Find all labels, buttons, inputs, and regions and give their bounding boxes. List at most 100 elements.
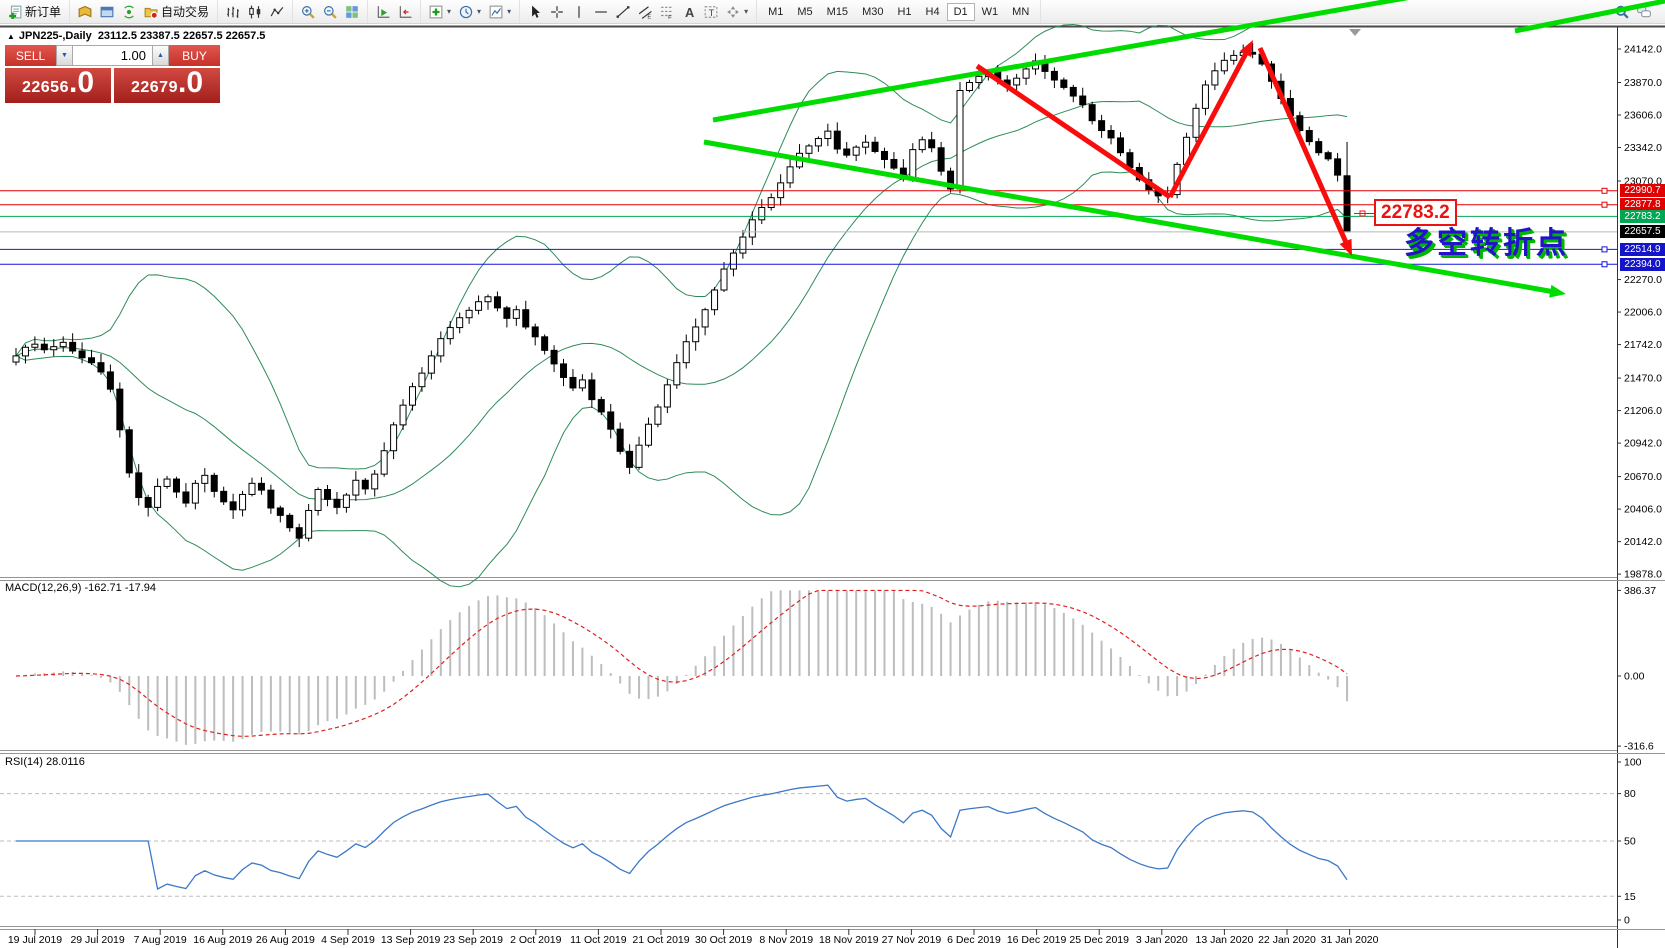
candle-body [1003,79,1011,86]
candle-body [276,507,284,516]
sell-price-display[interactable]: 22656.0 [5,68,111,103]
hline-handle[interactable] [1601,201,1608,208]
hline-handle[interactable] [1601,261,1608,268]
price-tag-22990.7: 22990.7 [1620,184,1665,198]
zoom-in-button[interactable] [297,3,319,21]
trendline-button[interactable] [612,3,634,21]
candle-body [1145,179,1153,191]
search-icon [1615,5,1629,19]
text-label-button[interactable]: T [700,3,722,21]
timeframe-M30-button[interactable]: M30 [862,5,884,18]
candle-body [239,493,247,511]
dropdown-arrow-icon[interactable]: ▾ [447,7,452,16]
cursor-button[interactable] [524,3,546,21]
candle-body [1277,80,1285,100]
periods-button[interactable]: ▾ [455,3,485,21]
buy-price-display[interactable]: 22679.0 [114,68,220,103]
channel-button[interactable]: E [634,3,656,21]
candle-body [220,490,228,503]
chart-title: ▲ JPN225-,Daily 23112.5 23387.5 22657.5 2… [7,30,265,42]
candles-icon [249,5,261,18]
chat-button[interactable] [1633,3,1655,21]
candle-body [937,147,945,172]
rsi-line [16,784,1348,890]
market-watch-button[interactable] [74,3,96,21]
chart-shift-marker-icon[interactable] [1349,29,1361,36]
candle-body [1013,77,1021,86]
buy-button[interactable]: BUY [169,45,220,66]
volume-decrease-button[interactable]: ▼ [56,45,73,66]
timeframe-M5-button[interactable]: M5 [797,5,813,18]
candle-body [1116,137,1124,154]
signals-button[interactable] [118,3,140,21]
indicators-button[interactable]: ▾ [425,3,455,21]
timeframe-H1-button[interactable]: H1 [897,5,912,18]
candle-body [578,379,586,389]
text-button[interactable]: A [678,3,700,21]
dropdown-arrow-icon[interactable]: ▾ [507,7,512,16]
price-axis-tick: 21742.0 [1624,339,1662,351]
crosshair-button[interactable] [546,3,568,21]
date-axis-tick: 3 Jan 2020 [1136,934,1188,946]
tiles-icon [346,5,358,18]
timeframe-W1-button[interactable]: W1 [981,5,999,18]
timeframe-D1-button[interactable]: D1 [946,2,975,21]
zoom-out-button[interactable] [319,3,341,21]
hline-handle[interactable] [1601,246,1608,253]
line-chart-button[interactable] [266,3,288,21]
candle-body [777,182,785,199]
signal-green-icon [124,5,134,18]
candle-body [644,423,652,446]
zoom-in-icon [302,5,315,19]
date-axis-tick: 6 Dec 2019 [947,934,1001,946]
templates-button[interactable]: ▾ [485,3,515,21]
autoscroll-icon [377,5,390,18]
candle-body [767,197,775,208]
macd-axis-tick: 386.37 [1624,585,1656,597]
arrows-button[interactable]: ▾ [722,3,752,21]
sell-button[interactable]: SELL [5,45,56,66]
candlestick-button[interactable] [244,3,266,21]
horizontal-line-button[interactable] [590,3,612,21]
auto-trading-button[interactable]: 自动交易 [140,1,213,22]
candle-body [1324,152,1332,160]
timeframe-M1-button[interactable]: M1 [768,5,784,18]
candle-body [720,268,728,291]
hline-handle[interactable] [1601,187,1608,194]
dropdown-arrow-icon[interactable]: ▾ [744,7,749,16]
candle-body [106,371,114,390]
search-button[interactable] [1611,3,1633,21]
collapse-panel-icon[interactable]: ▲ [7,32,15,41]
candle-body [305,509,313,539]
candle-body [484,296,492,303]
timeframe-M15-button[interactable]: M15 [826,5,849,18]
zoom-group [293,0,369,23]
volume-increase-button[interactable]: ▲ [152,45,169,66]
fibonacci-button[interactable]: F [656,3,678,21]
price-axis-tick: 22006.0 [1624,307,1662,319]
price-axis-tick: 20142.0 [1624,536,1662,548]
date-axis-tick: 31 Jan 2020 [1321,934,1379,946]
timeframe-H4-button[interactable]: H4 [925,5,940,18]
volume-input[interactable]: 1.00 [73,45,152,66]
timeframe-MN-button[interactable]: MN [1012,5,1030,18]
shapes-icon [727,5,739,18]
one-click-trading-panel: SELL ▼ 1.00 ▲ BUY 22656.0 22679.0 [5,45,220,103]
new-order-button[interactable]: 新订单 [4,1,65,22]
dropdown-arrow-icon[interactable]: ▾ [477,7,482,16]
candle-body [786,166,794,184]
candle-body [295,527,303,539]
candle-body [711,289,719,311]
data-window-button[interactable] [96,3,118,21]
chart-shift-button[interactable] [394,3,416,21]
auto-scroll-button[interactable] [372,3,394,21]
price-tag-22394.0: 22394.0 [1620,257,1665,271]
vertical-line-button[interactable] [568,3,590,21]
bar-chart-button[interactable] [222,3,244,21]
timeframe-group: M1 M5 M15 M30 H1 H4 D1 W1 MN [757,0,1042,23]
candle-body [201,474,209,484]
candle-body [257,482,265,491]
candle-body [541,336,549,351]
tile-windows-button[interactable] [341,3,363,21]
